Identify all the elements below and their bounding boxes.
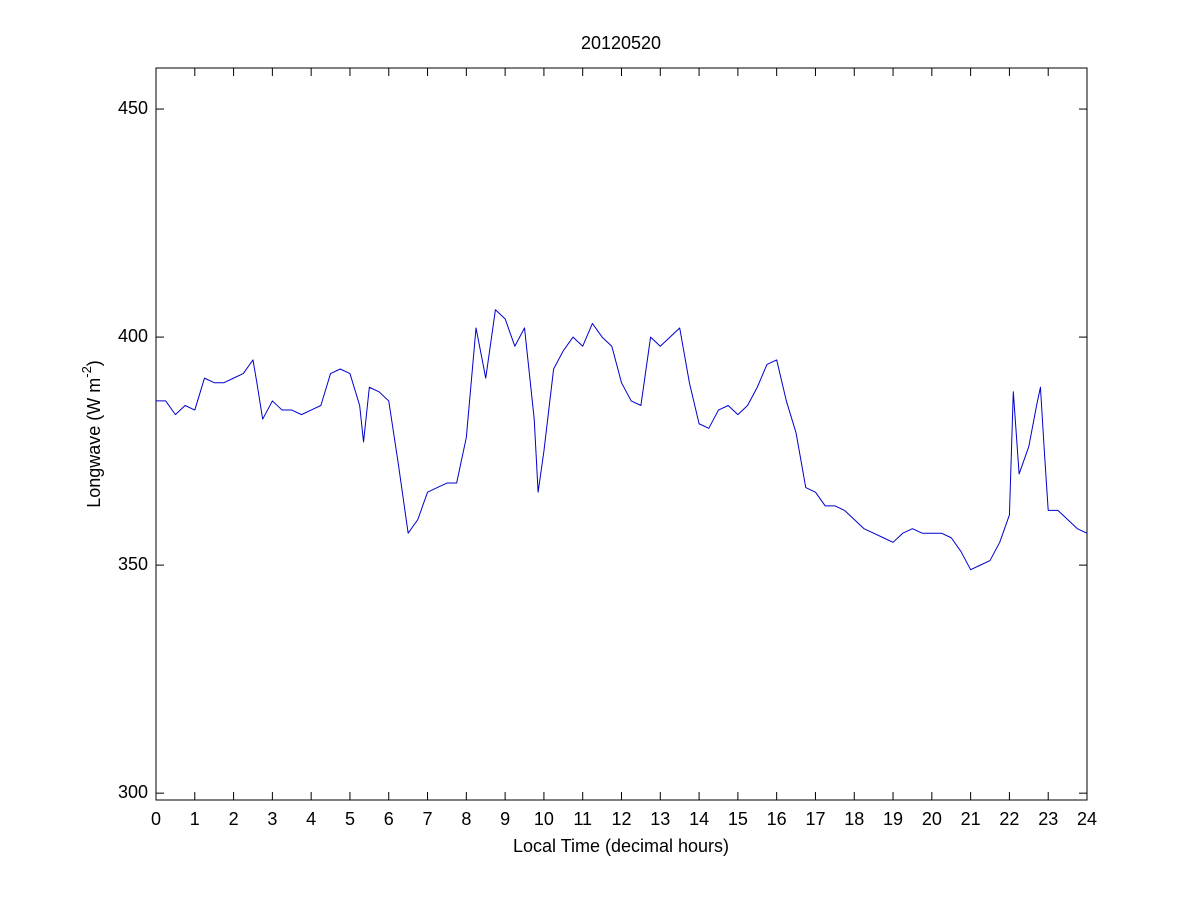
x-tick-label: 11 [573,809,592,829]
x-tick-label: 17 [805,809,825,829]
x-tick-label: 22 [999,809,1019,829]
x-tick-label: 16 [767,809,787,829]
x-tick-label: 8 [461,809,471,829]
chart-title: 20120520 [581,33,661,53]
x-tick-label: 10 [534,809,554,829]
data-line [156,309,1088,571]
y-axis-label-sup: -2 [79,366,94,378]
x-tick-label: 5 [345,809,355,829]
x-tick-label: 7 [423,809,433,829]
x-tick-label: 1 [190,809,200,829]
x-tick-label: 15 [728,809,748,829]
x-tick-label: 13 [650,809,670,829]
x-tick-label: 23 [1038,809,1058,829]
x-tick-label: 18 [844,809,864,829]
x-tick-label: 9 [500,809,510,829]
y-tick-label: 400 [118,326,148,346]
x-axis-label: Local Time (decimal hours) [513,836,729,856]
x-tick-label: 24 [1077,809,1097,829]
x-tick-label: 12 [611,809,631,829]
x-tick-label: 19 [883,809,903,829]
x-tick-label: 0 [151,809,161,829]
y-axis-label-text: Longwave (W m [84,378,104,508]
x-tick-label: 2 [229,809,239,829]
x-tick-label: 14 [689,809,709,829]
y-axis-label-close: ) [84,360,104,366]
x-tick-label: 21 [961,809,981,829]
y-tick-label: 300 [118,782,148,802]
y-tick-label: 450 [118,98,148,118]
y-axis-label: Longwave (W m-2) [79,360,103,508]
x-tick-label: 6 [384,809,394,829]
y-tick-label: 350 [118,554,148,574]
x-tick-label: 3 [267,809,277,829]
x-tick-label: 20 [922,809,942,829]
x-tick-label: 4 [306,809,316,829]
plot-frame [155,67,1088,801]
